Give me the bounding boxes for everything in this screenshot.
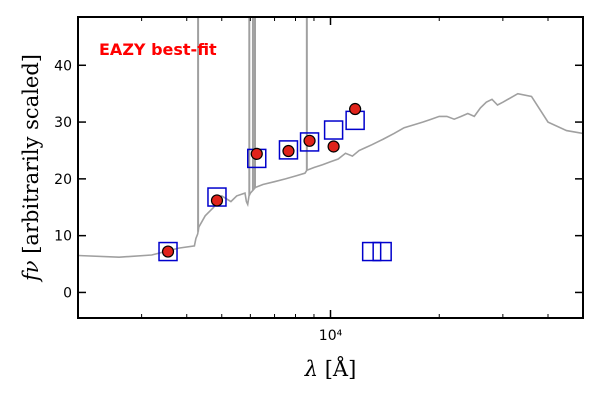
observed-photometry-point xyxy=(327,140,340,153)
x-axis-label-symbol: λ xyxy=(304,357,325,381)
template-spectrum-line xyxy=(78,92,583,259)
x-axis-label-unit: [Å] xyxy=(325,356,357,381)
y-tick-label: 40 xyxy=(54,58,72,74)
observed-photometry-point xyxy=(349,102,362,116)
y-axis-label-group: fν [arbitrarily scaled] xyxy=(19,54,43,283)
y-axis-label-symbol: fν xyxy=(19,254,43,283)
y-tick-label: 0 xyxy=(63,285,72,301)
model-photometry-square xyxy=(361,241,382,262)
y-tick-label: 10 xyxy=(54,229,72,245)
plot-area: 0 10 20 30 40 10⁴ xyxy=(54,16,584,344)
observed-photometry-point xyxy=(303,134,316,147)
y-tick-label: 30 xyxy=(54,115,72,131)
model-photometry-square xyxy=(323,120,344,140)
observed-photometry-point xyxy=(210,194,224,207)
observed-photometry-point xyxy=(250,147,263,160)
observed-photometry-point xyxy=(161,245,175,258)
y-axis-label-text: [arbitrarily scaled] xyxy=(19,54,43,254)
plot-data-group xyxy=(78,17,583,262)
y-axis-label: fν [arbitrarily scaled] xyxy=(19,54,43,283)
model-photometry-square xyxy=(299,132,320,152)
x-axis-label: λ [Å] xyxy=(304,356,357,381)
x-tick-label: 10⁴ xyxy=(319,328,343,344)
annotation-eazy-best-fit: EAZY best-fit xyxy=(99,40,217,59)
observed-photometry-point xyxy=(282,144,295,158)
y-tick-label: 20 xyxy=(54,172,72,188)
plot-frame xyxy=(77,16,584,319)
model-photometry-square xyxy=(158,241,178,262)
model-photometry-square xyxy=(372,241,392,262)
model-photometry-square xyxy=(278,140,299,160)
